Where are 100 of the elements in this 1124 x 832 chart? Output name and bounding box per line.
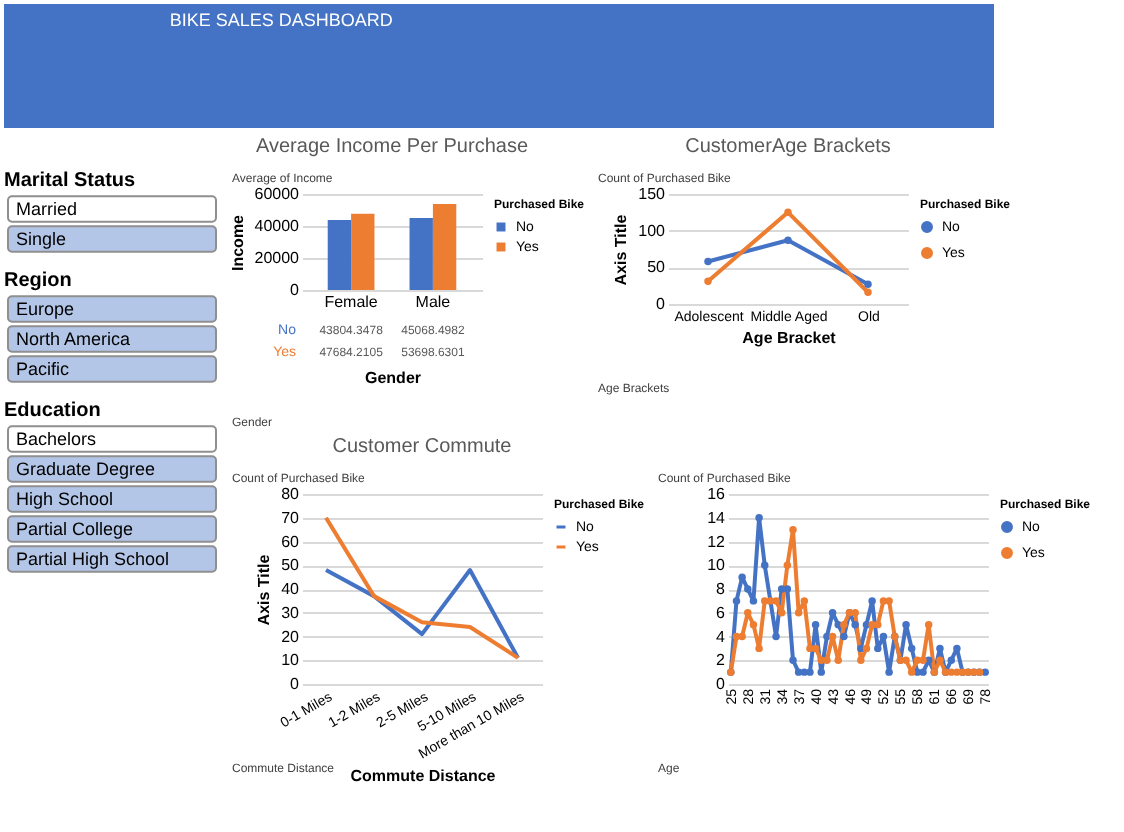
point bbox=[744, 585, 752, 593]
point bbox=[851, 620, 859, 629]
y-tick-label: 4 bbox=[716, 627, 727, 646]
x-axis-title: Commute Distance bbox=[350, 766, 497, 785]
point bbox=[902, 620, 910, 629]
y-tick-label: 6 bbox=[716, 603, 727, 622]
y-tick-label: 10 bbox=[707, 556, 727, 575]
point bbox=[907, 668, 916, 676]
text: Married bbox=[16, 199, 78, 219]
point bbox=[864, 288, 872, 296]
point bbox=[800, 597, 809, 605]
chart-title: CustomerAge Brackets bbox=[685, 136, 891, 158]
point bbox=[874, 620, 882, 629]
point bbox=[744, 609, 752, 617]
y-tick-label: 40000 bbox=[254, 217, 301, 235]
point bbox=[851, 609, 859, 617]
x-tick-label: Female bbox=[324, 293, 379, 311]
point bbox=[936, 644, 944, 653]
y-tick-label: 50 bbox=[281, 556, 301, 575]
y-tick-label: 10 bbox=[281, 651, 301, 670]
point bbox=[784, 208, 792, 217]
text: Europe bbox=[16, 299, 75, 319]
point bbox=[864, 280, 872, 288]
y-axis-title: Axis Title bbox=[612, 213, 631, 286]
point bbox=[704, 257, 712, 266]
point bbox=[761, 561, 769, 569]
point bbox=[885, 597, 893, 605]
chart-title: Customer Commute bbox=[332, 436, 513, 458]
point bbox=[783, 585, 792, 593]
point bbox=[902, 656, 910, 664]
y-tick-label: 50 bbox=[647, 258, 667, 277]
text: Single bbox=[16, 229, 67, 249]
point bbox=[823, 656, 831, 664]
point bbox=[947, 656, 955, 664]
point bbox=[840, 632, 848, 641]
y-tick-label: 100 bbox=[638, 221, 667, 240]
y-axis-title: Axis Title bbox=[255, 553, 274, 626]
y-tick-label: 80 bbox=[281, 485, 301, 503]
line-series bbox=[324, 568, 520, 660]
point bbox=[749, 620, 758, 629]
point bbox=[772, 632, 780, 641]
point bbox=[857, 656, 865, 664]
point bbox=[811, 644, 820, 653]
point bbox=[953, 644, 961, 653]
point bbox=[874, 644, 882, 653]
point bbox=[879, 632, 888, 641]
point bbox=[738, 632, 746, 641]
point bbox=[817, 668, 825, 676]
point bbox=[806, 668, 814, 676]
x-axis-title: Age Bracket bbox=[742, 329, 837, 347]
text: North America bbox=[16, 329, 131, 349]
point bbox=[789, 525, 797, 534]
point bbox=[789, 656, 797, 664]
text: Education bbox=[4, 400, 101, 422]
point bbox=[732, 597, 741, 605]
bar bbox=[409, 217, 433, 290]
point bbox=[868, 597, 876, 605]
point bbox=[755, 644, 763, 653]
text: Graduate Degree bbox=[16, 459, 156, 479]
bar bbox=[327, 219, 352, 290]
point bbox=[936, 656, 944, 664]
x-axis-title: Gender bbox=[364, 369, 422, 387]
point bbox=[784, 236, 792, 244]
y-tick-label: 150 bbox=[638, 185, 667, 203]
y-tick-label: 8 bbox=[716, 580, 727, 598]
text: Bachelors bbox=[16, 429, 98, 449]
text: Region bbox=[4, 270, 72, 292]
point bbox=[919, 656, 927, 664]
text: Pacific bbox=[16, 359, 71, 379]
point bbox=[862, 644, 871, 653]
text: Marital Status bbox=[4, 170, 137, 192]
y-tick-label: 20000 bbox=[254, 249, 301, 267]
y-tick-label: 0 bbox=[290, 675, 301, 693]
point bbox=[828, 632, 837, 641]
bar bbox=[351, 213, 375, 290]
y-tick-label: 0 bbox=[656, 295, 667, 313]
y-tick-label: 30 bbox=[281, 603, 301, 622]
point bbox=[811, 620, 820, 629]
point bbox=[777, 609, 786, 617]
y-tick-label: 12 bbox=[707, 532, 727, 551]
y-tick-label: 14 bbox=[707, 508, 727, 527]
text: Partial College bbox=[16, 519, 134, 539]
y-tick-label: 0 bbox=[290, 281, 301, 299]
point bbox=[919, 668, 927, 676]
y-tick-label: 60000 bbox=[254, 185, 301, 203]
x-tick-label: Male bbox=[415, 293, 452, 311]
line-series bbox=[324, 515, 520, 660]
y-axis-title: Income bbox=[228, 213, 247, 272]
y-tick-label: 60 bbox=[281, 532, 301, 551]
point bbox=[834, 656, 842, 664]
point bbox=[738, 573, 746, 581]
point bbox=[924, 620, 933, 629]
point bbox=[907, 644, 916, 653]
y-tick-label: 16 bbox=[707, 485, 727, 503]
point bbox=[755, 514, 763, 522]
text: High School bbox=[16, 489, 114, 509]
y-tick-label: 70 bbox=[281, 508, 301, 527]
y-tick-label: 20 bbox=[281, 627, 301, 646]
text: BIKE SALES DASHBOARD bbox=[169, 10, 394, 30]
text: Partial High School bbox=[16, 549, 170, 569]
